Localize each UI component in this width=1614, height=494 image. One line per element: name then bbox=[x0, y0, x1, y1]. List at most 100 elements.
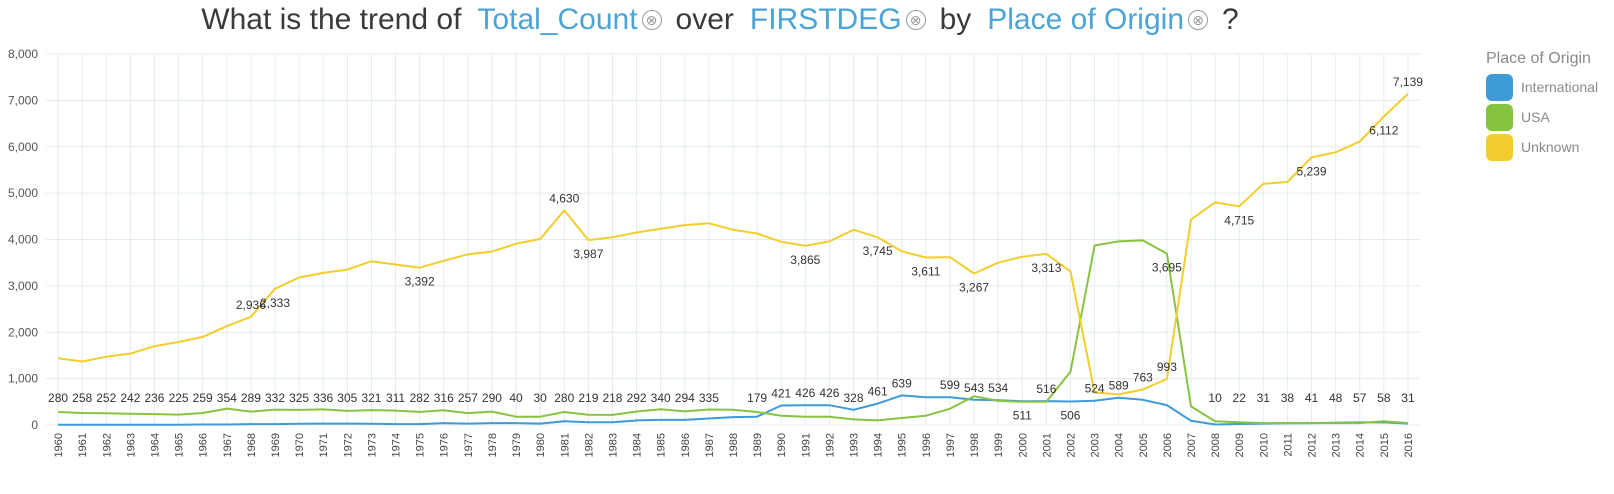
data-label: 340 bbox=[651, 391, 671, 405]
series-line-international bbox=[58, 394, 1408, 426]
series-line-unknown bbox=[57, 93, 1409, 396]
data-label: 3,865 bbox=[790, 253, 820, 267]
x-tick-label: 1981 bbox=[559, 433, 571, 457]
x-tick-label: 1964 bbox=[149, 433, 161, 457]
x-tick-label: 1973 bbox=[366, 433, 378, 457]
x-tick-label: 1961 bbox=[77, 433, 89, 457]
x-tick-label: 2007 bbox=[1186, 433, 1198, 457]
x-tick-label: 1995 bbox=[897, 433, 909, 457]
data-label: 258 bbox=[72, 391, 92, 405]
x-tick-label: 1960 bbox=[53, 433, 65, 457]
remove-group-icon[interactable]: ⊗ bbox=[1188, 10, 1209, 30]
x-tick-label: 1963 bbox=[125, 433, 137, 457]
data-label: 311 bbox=[386, 391, 405, 405]
x-tick-label: 1979 bbox=[511, 433, 523, 457]
data-label: 225 bbox=[169, 391, 189, 405]
data-label: 599 bbox=[940, 378, 960, 392]
data-label: 242 bbox=[120, 391, 140, 405]
data-label: 41 bbox=[1305, 391, 1319, 405]
x-tick-label: 2000 bbox=[1017, 433, 1029, 457]
x-tick-label: 2002 bbox=[1065, 433, 1077, 457]
x-tick-label: 2008 bbox=[1210, 433, 1222, 457]
data-label: 506 bbox=[1060, 409, 1080, 423]
x-tick-label: 2001 bbox=[1041, 433, 1053, 457]
data-label: 282 bbox=[410, 391, 430, 405]
x-tick-label: 1988 bbox=[728, 433, 740, 457]
title-suffix: ? bbox=[1222, 3, 1239, 36]
x-tick-label: 1982 bbox=[583, 433, 595, 457]
x-tick-label: 2013 bbox=[1331, 433, 1343, 457]
dimension-field-pill[interactable]: FIRSTDEG bbox=[749, 3, 902, 36]
x-tick-label: 1972 bbox=[342, 433, 354, 457]
data-label: 426 bbox=[795, 386, 815, 400]
x-tick-label: 1990 bbox=[776, 433, 788, 457]
x-tick-label: 2006 bbox=[1162, 433, 1174, 457]
data-label: 294 bbox=[675, 391, 695, 405]
remove-dimension-icon[interactable]: ⊗ bbox=[905, 10, 926, 30]
y-tick-label: 5,000 bbox=[8, 186, 38, 200]
data-label: 354 bbox=[217, 391, 237, 405]
data-label: 426 bbox=[819, 386, 839, 400]
x-tick-label: 1994 bbox=[873, 433, 885, 457]
x-tick-label: 1977 bbox=[463, 433, 475, 457]
legend-label-unknown: Unknown bbox=[1521, 139, 1580, 155]
data-label: 461 bbox=[868, 385, 888, 399]
x-tick-label: 2015 bbox=[1379, 433, 1391, 457]
data-label: 179 bbox=[747, 391, 767, 405]
data-label: 252 bbox=[96, 391, 116, 405]
data-label: 31 bbox=[1257, 391, 1271, 405]
series-line-usa bbox=[58, 239, 1408, 425]
y-tick-label: 7,000 bbox=[8, 93, 38, 107]
group-field-pill[interactable]: Place of Origin bbox=[987, 3, 1185, 36]
data-label: 259 bbox=[193, 391, 213, 405]
legend-item-unknown[interactable]: Unknown bbox=[1486, 132, 1614, 162]
data-label: 218 bbox=[602, 391, 622, 405]
data-label: 524 bbox=[1085, 382, 1105, 396]
title-connector-over: over bbox=[675, 3, 734, 36]
x-tick-label: 1968 bbox=[246, 433, 258, 457]
y-tick-label: 1,000 bbox=[8, 372, 38, 386]
data-label: 589 bbox=[1109, 379, 1129, 393]
data-label: 5,239 bbox=[1297, 164, 1327, 178]
data-label: 332 bbox=[265, 391, 285, 405]
legend-swatch-international bbox=[1486, 73, 1513, 101]
data-label: 31 bbox=[1401, 391, 1415, 405]
x-tick-label: 1998 bbox=[969, 433, 981, 457]
x-tick-label: 1991 bbox=[800, 433, 812, 457]
legend: Place of Origin International USA Unknow… bbox=[1486, 50, 1614, 162]
legend-swatch-unknown bbox=[1486, 133, 1513, 161]
measure-field-pill[interactable]: Total_Count bbox=[477, 3, 638, 36]
y-tick-label: 4,000 bbox=[8, 233, 38, 247]
legend-item-usa[interactable]: USA bbox=[1486, 102, 1614, 132]
data-label: 6,112 bbox=[1369, 124, 1398, 138]
data-label: 305 bbox=[337, 391, 357, 405]
x-tick-label: 2003 bbox=[1090, 433, 1102, 457]
x-tick-label: 2012 bbox=[1307, 433, 1319, 457]
data-label: 3,611 bbox=[911, 265, 940, 279]
y-tick-label: 3,000 bbox=[8, 279, 38, 293]
data-label: 3,392 bbox=[405, 275, 435, 289]
data-label: 40 bbox=[509, 391, 523, 405]
x-tick-label: 1974 bbox=[391, 433, 403, 457]
x-tick-label: 2009 bbox=[1234, 433, 1246, 457]
data-label: 289 bbox=[241, 391, 261, 405]
data-label: 336 bbox=[313, 391, 333, 405]
y-tick-label: 6,000 bbox=[8, 140, 38, 154]
data-label: 511 bbox=[1013, 408, 1032, 422]
data-label: 57 bbox=[1353, 391, 1367, 405]
x-tick-label: 2005 bbox=[1138, 433, 1150, 457]
x-tick-label: 1980 bbox=[535, 433, 547, 457]
data-label: 290 bbox=[482, 391, 502, 405]
x-tick-label: 2016 bbox=[1403, 433, 1415, 457]
y-tick-label: 8,000 bbox=[8, 47, 38, 61]
data-label: 2,333 bbox=[260, 296, 290, 310]
y-tick-label: 2,000 bbox=[8, 325, 38, 339]
data-label: 280 bbox=[48, 391, 68, 405]
data-label: 516 bbox=[1036, 382, 1056, 396]
legend-item-international[interactable]: International bbox=[1486, 72, 1614, 102]
x-tick-label: 1975 bbox=[415, 433, 427, 457]
data-label: 58 bbox=[1377, 391, 1391, 405]
remove-measure-icon[interactable]: ⊗ bbox=[641, 10, 662, 30]
data-label: 7,139 bbox=[1393, 75, 1423, 89]
x-tick-label: 1983 bbox=[607, 433, 619, 457]
